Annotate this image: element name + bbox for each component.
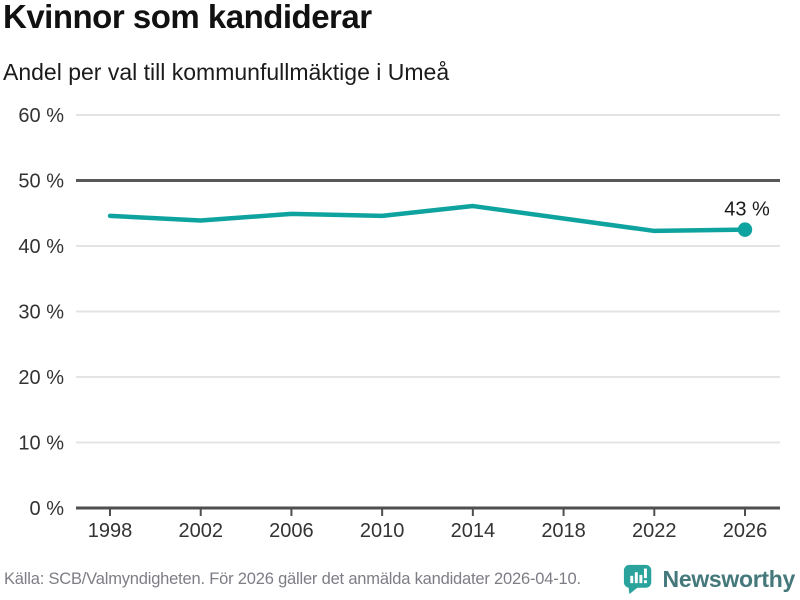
newsworthy-logo-icon bbox=[623, 564, 651, 595]
end-value-label: 43 % bbox=[724, 199, 770, 221]
chart-subtitle: Andel per val till kommunfullmäktige i U… bbox=[3, 59, 450, 85]
y-tick-label: 20 % bbox=[18, 367, 64, 389]
y-tick-label: 50 % bbox=[18, 171, 64, 193]
newsworthy-brand-link[interactable]: Newsworthy bbox=[623, 564, 795, 595]
x-tick-label: 2026 bbox=[723, 520, 768, 542]
newsworthy-brand-label: Newsworthy bbox=[662, 566, 796, 592]
x-tick-label: 2006 bbox=[269, 520, 314, 542]
y-tick-label: 40 % bbox=[18, 236, 64, 258]
x-tick-label: 2010 bbox=[360, 520, 405, 542]
y-tick-label: 10 % bbox=[18, 433, 64, 455]
x-tick-label: 2014 bbox=[451, 520, 496, 542]
y-tick-label: 0 % bbox=[30, 498, 65, 520]
x-tick-label: 2018 bbox=[541, 520, 586, 542]
data-series-line bbox=[107, 203, 748, 234]
x-tick-label: 1998 bbox=[88, 520, 133, 542]
footer: Källa: SCB/Valmyndigheten. För 2026 gäll… bbox=[4, 564, 795, 595]
y-tick-label: 30 % bbox=[18, 302, 64, 324]
end-point-marker bbox=[737, 222, 753, 237]
x-tick-label: 2022 bbox=[632, 520, 677, 542]
chart-title: Kvinnor som kandiderar bbox=[3, 0, 372, 35]
x-tick-label: 2002 bbox=[178, 520, 223, 542]
y-tick-label: 60 % bbox=[18, 105, 64, 127]
source-note: Källa: SCB/Valmyndigheten. För 2026 gäll… bbox=[4, 570, 581, 588]
